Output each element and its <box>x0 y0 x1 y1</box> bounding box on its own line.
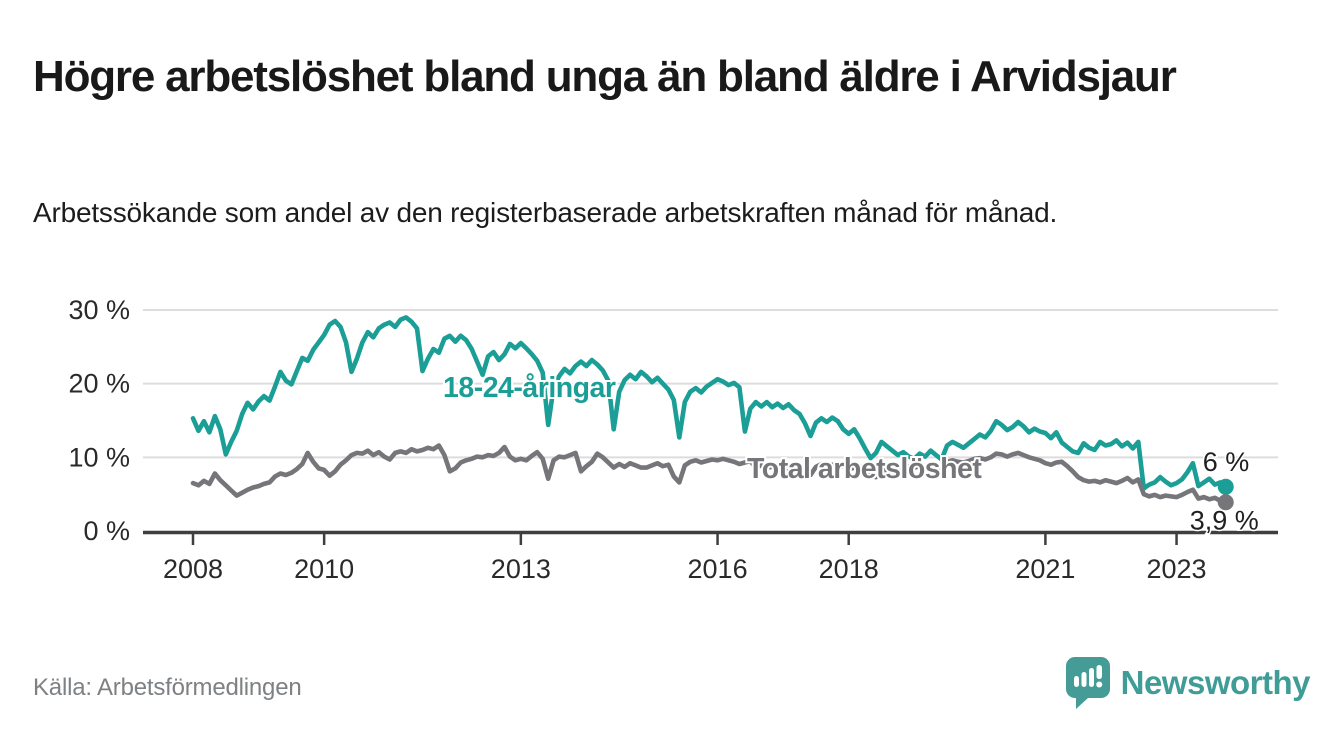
x-tick-label: 2008 <box>163 554 223 584</box>
x-tick-label: 2021 <box>1015 554 1075 584</box>
series-label-young: 18-24-åringar <box>443 372 616 404</box>
y-tick-label: 20 % <box>68 369 130 399</box>
chart-title: Högre arbetslöshet bland unga än bland ä… <box>33 52 1177 102</box>
x-tick-label: 2013 <box>491 554 551 584</box>
chart-subtitle: Arbetssökande som andel av den registerb… <box>33 197 1058 228</box>
newsworthy-logo: Newsworthy <box>1065 656 1311 709</box>
end-value-label-young: 6 % <box>1203 447 1250 477</box>
y-tick-label: 30 % <box>68 295 130 325</box>
x-tick-label: 2023 <box>1147 554 1207 584</box>
x-tick-label: 2016 <box>688 554 748 584</box>
x-tick-label: 2018 <box>819 554 879 584</box>
speech-bubble-bar-chart-icon <box>1065 657 1110 709</box>
x-tick-label: 2010 <box>294 554 354 584</box>
series-end-dot-total <box>1217 494 1234 511</box>
series-line-young <box>190 315 1228 491</box>
y-tick-label: 0 % <box>83 516 130 546</box>
series-line-total <box>190 443 1228 505</box>
series-end-dot-young <box>1217 478 1234 495</box>
series-label-total: Total arbetslöshet <box>747 453 982 485</box>
brand-wordmark: Newsworthy <box>1120 663 1311 701</box>
y-tick-label: 10 % <box>68 442 130 472</box>
end-value-label-total: 3,9 % <box>1190 505 1259 535</box>
source-note: Källa: Arbetsförmedlingen <box>33 674 302 701</box>
